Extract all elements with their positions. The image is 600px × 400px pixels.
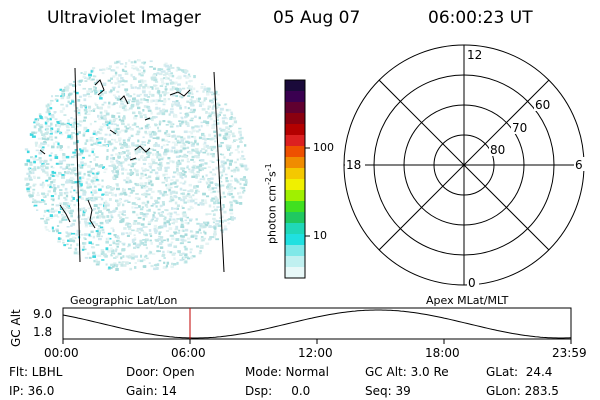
filter-info: Flt: LBHL xyxy=(9,365,63,379)
mode-info: Mode: Normal xyxy=(245,365,329,379)
x-tick-1800: 18:00 xyxy=(425,346,460,360)
date-label: 05 Aug 07 xyxy=(273,8,361,28)
orbit-y-bottom-tick: 1.8 xyxy=(33,325,53,339)
orbit-y-top-tick: 9.0 xyxy=(33,307,53,321)
mlt-6-label: 6 xyxy=(575,158,583,172)
glon-info: GLon: 283.5 xyxy=(486,384,559,398)
ip-info: IP: 36.0 xyxy=(9,384,55,398)
time-label: 06:00:23 UT xyxy=(428,8,533,28)
mlt-18-label: 18 xyxy=(346,158,361,172)
colorbar-unit-label: photon cm-2s-1 xyxy=(264,163,279,244)
auroral-emission-image xyxy=(24,59,250,271)
door-info: Door: Open xyxy=(126,365,195,379)
glat-info: GLat: 24.4 xyxy=(486,365,553,379)
x-tick-0600: 06:00 xyxy=(171,346,206,360)
x-tick-2359: 23:59 xyxy=(552,346,587,360)
dsp-info: Dsp: 0.0 xyxy=(245,384,311,398)
mlat-60-label: 60 xyxy=(535,98,550,112)
seq-info: Seq: 39 xyxy=(365,384,411,398)
gain-info: Gain: 14 xyxy=(126,384,177,398)
color-scale-bar xyxy=(284,79,310,279)
polar-mlat-mlt-plot: 12 18 6 0 60 70 80 xyxy=(343,44,586,290)
mlat-70-label: 70 xyxy=(512,121,527,135)
geographic-label: Geographic Lat/Lon xyxy=(70,294,178,307)
mlat-80-label: 80 xyxy=(490,143,505,157)
x-tick-1200: 12:00 xyxy=(298,346,333,360)
orbit-altitude-plot xyxy=(62,307,572,344)
mlt-0-label: 0 xyxy=(468,276,476,290)
colorbar-tick-100: 100 xyxy=(313,141,334,154)
x-tick-0000: 00:00 xyxy=(44,346,79,360)
coastline-overlay xyxy=(39,67,225,273)
instrument-title: Ultraviolet Imager xyxy=(47,8,201,28)
altitude-curve xyxy=(62,309,572,339)
gc-alt-info: GC Alt: 3.0 Re xyxy=(365,365,449,379)
colorbar-tick-10: 10 xyxy=(313,229,327,242)
apex-label: Apex MLat/MLT xyxy=(426,294,509,307)
mlt-12-label: 12 xyxy=(467,48,482,62)
